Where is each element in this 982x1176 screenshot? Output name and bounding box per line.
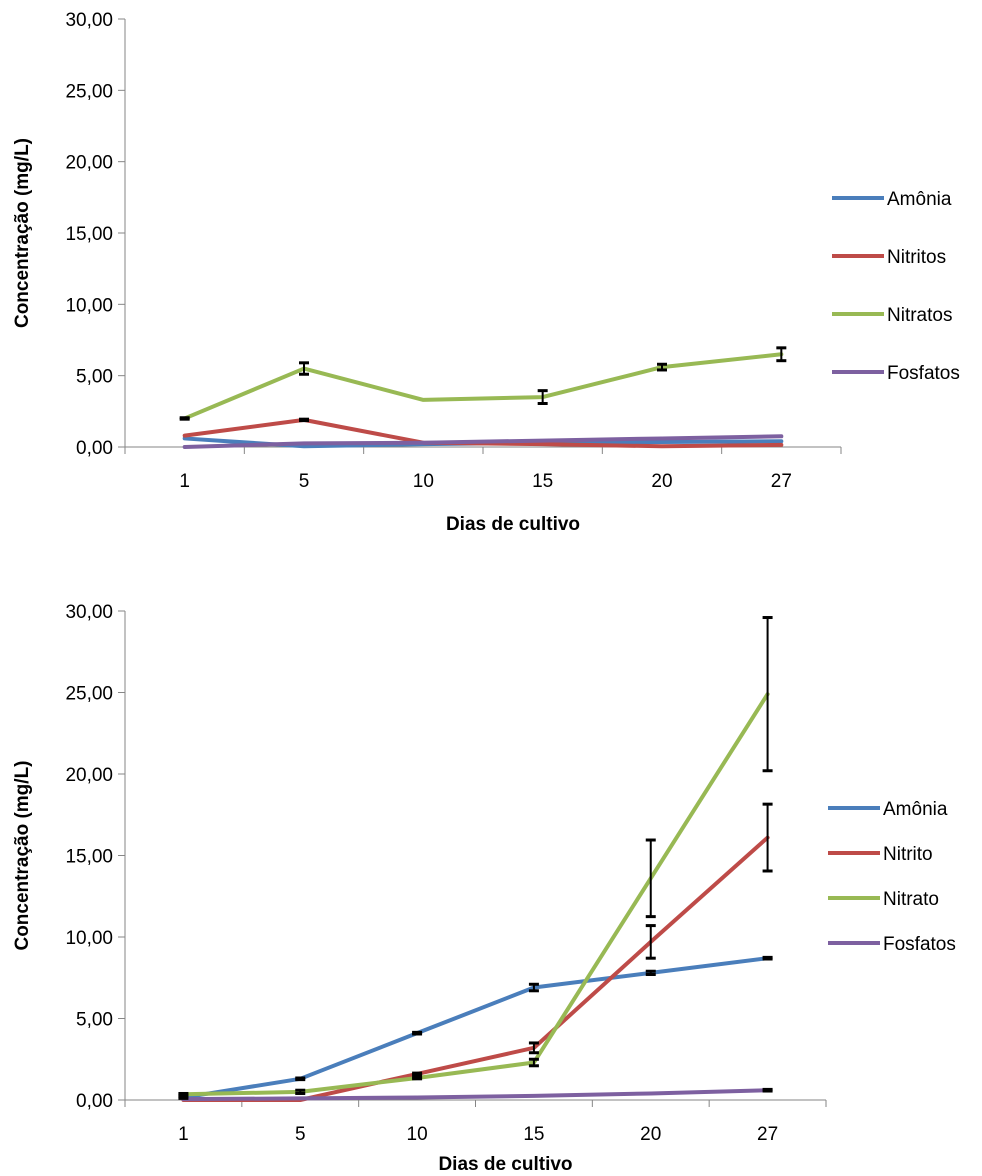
y-axis-title: Concentração (mg/L) xyxy=(12,760,33,950)
y-tick-label: 20,00 xyxy=(65,153,113,174)
y-axis-title: Concentração (mg/L) xyxy=(12,138,33,328)
legend-label: Amônia xyxy=(883,799,948,820)
x-tick-label: 27 xyxy=(757,1124,778,1145)
legend-label: Fosfatos xyxy=(887,363,960,384)
legend-label: Nitritos xyxy=(887,247,946,268)
y-tick-label: 25,00 xyxy=(65,81,113,102)
x-tick-label: 1 xyxy=(179,471,190,492)
y-tick-label: 10,00 xyxy=(65,295,113,316)
y-tick-label: 10,00 xyxy=(65,928,113,949)
x-axis-title: Dias de cultivo xyxy=(446,514,580,535)
x-tick-label: 10 xyxy=(407,1124,428,1145)
legend: Amônia Nitritos Nitratos Fosfatos xyxy=(832,189,960,384)
y-tick-label: 25,00 xyxy=(65,684,113,705)
legend: Amônia Nitrito Nitrato Fosfatos xyxy=(828,799,956,955)
x-tick-label: 27 xyxy=(771,471,792,492)
x-axis-title: Dias de cultivo xyxy=(438,1154,572,1175)
y-tick-label: 15,00 xyxy=(65,847,113,868)
series-line-3 xyxy=(182,434,784,449)
series-line-2 xyxy=(181,692,770,1097)
x-tick-label: 5 xyxy=(295,1124,306,1145)
legend-label: Fosfatos xyxy=(883,934,956,955)
y-tick-label: 30,00 xyxy=(65,602,113,623)
y-tick-label: 0,00 xyxy=(76,438,113,459)
x-tick-label: 5 xyxy=(299,471,310,492)
x-tick-label: 20 xyxy=(640,1124,661,1145)
x-tick-label: 15 xyxy=(532,471,553,492)
series-line-2 xyxy=(182,352,784,421)
y-tick-label: 0,00 xyxy=(76,1091,113,1112)
y-tick-label: 5,00 xyxy=(76,1010,113,1031)
legend-label: Nitratos xyxy=(887,305,952,326)
x-tick-label: 10 xyxy=(413,471,434,492)
legend-label: Nitrito xyxy=(883,844,933,865)
legend-label: Nitrato xyxy=(883,889,939,910)
x-tick-label: 20 xyxy=(651,471,672,492)
y-tick-label: 15,00 xyxy=(65,224,113,245)
y-tick-label: 20,00 xyxy=(65,765,113,786)
x-tick-label: 1 xyxy=(178,1124,189,1145)
series-line-0 xyxy=(181,956,770,1100)
legend-label: Amônia xyxy=(887,189,952,210)
x-tick-label: 15 xyxy=(523,1124,544,1145)
y-tick-label: 30,00 xyxy=(65,10,113,31)
series-line-3 xyxy=(181,1088,770,1102)
y-tick-label: 5,00 xyxy=(76,367,113,388)
